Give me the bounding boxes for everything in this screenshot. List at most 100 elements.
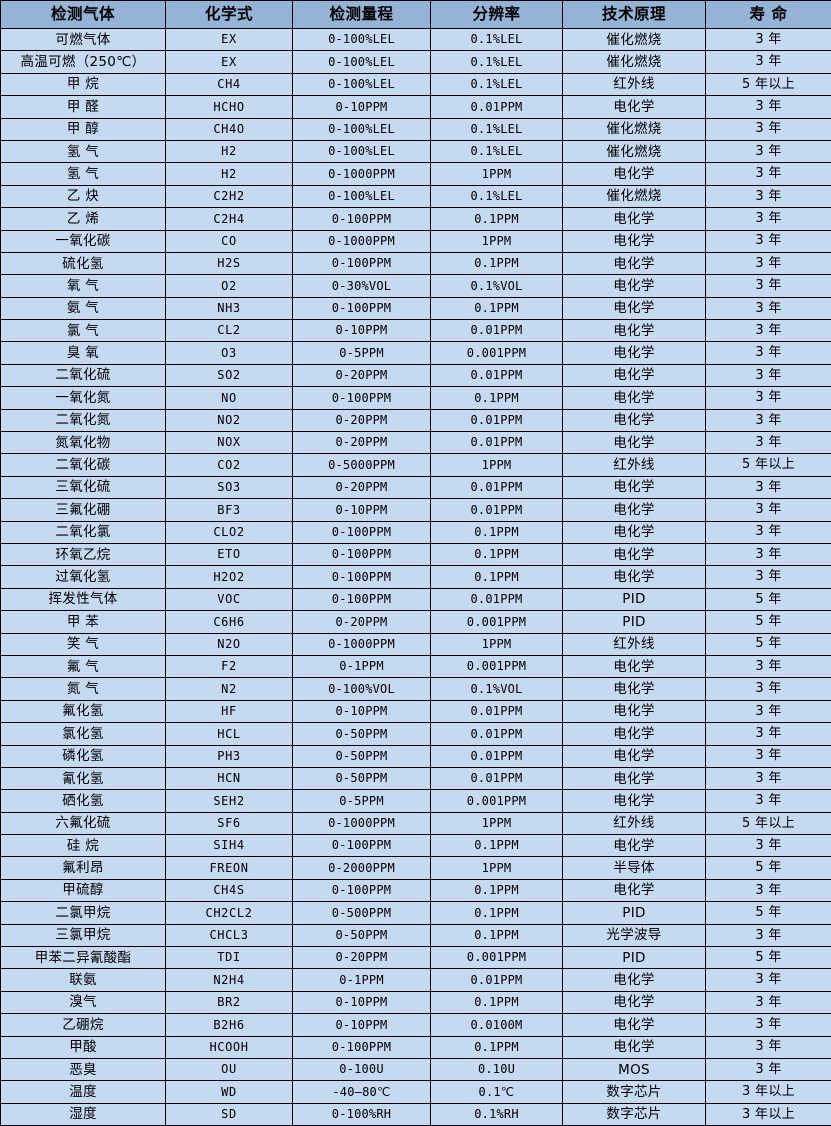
cell-form: SO2 bbox=[166, 364, 293, 386]
cell-tech: 电化学 bbox=[563, 991, 706, 1013]
cell-tech: PID bbox=[563, 588, 706, 610]
cell-form: EX bbox=[166, 51, 293, 73]
cell-tech: 电化学 bbox=[563, 342, 706, 364]
cell-range: 0-100PPM bbox=[293, 566, 431, 588]
cell-life: 3 年 bbox=[706, 723, 831, 745]
cell-form: NH3 bbox=[166, 297, 293, 319]
cell-form: SIH4 bbox=[166, 835, 293, 857]
cell-tech: 半导体 bbox=[563, 857, 706, 879]
cell-tech: 电化学 bbox=[563, 1036, 706, 1058]
cell-life: 3 年 bbox=[706, 208, 831, 230]
cell-gas: 氟 气 bbox=[1, 655, 166, 677]
cell-tech: 催化燃烧 bbox=[563, 185, 706, 207]
cell-res: 1PPM bbox=[431, 857, 563, 879]
cell-range: 0-10PPM bbox=[293, 991, 431, 1013]
cell-res: 0.1PPM bbox=[431, 252, 563, 274]
cell-res: 0.1PPM bbox=[431, 835, 563, 857]
cell-form: BF3 bbox=[166, 499, 293, 521]
column-header-gas: 检测气体 bbox=[1, 1, 166, 29]
cell-res: 0.1%VOL bbox=[431, 275, 563, 297]
cell-life: 3 年 bbox=[706, 320, 831, 342]
cell-tech: 电化学 bbox=[563, 723, 706, 745]
cell-life: 3 年 bbox=[706, 1036, 831, 1058]
cell-form: TDI bbox=[166, 947, 293, 969]
cell-range: 0-100%RH bbox=[293, 1103, 431, 1125]
header-row: 检测气体 化学式 检测量程 分辨率 技术原理 寿 命 bbox=[1, 1, 831, 29]
cell-tech: 电化学 bbox=[563, 275, 706, 297]
cell-res: 0.1%RH bbox=[431, 1103, 563, 1125]
cell-tech: 电化学 bbox=[563, 1014, 706, 1036]
cell-res: 0.1PPM bbox=[431, 902, 563, 924]
cell-range: 0-20PPM bbox=[293, 947, 431, 969]
cell-gas: 二氧化硫 bbox=[1, 364, 166, 386]
cell-res: 1PPM bbox=[431, 230, 563, 252]
cell-life: 3 年 bbox=[706, 543, 831, 565]
cell-tech: 红外线 bbox=[563, 812, 706, 834]
cell-form: B2H6 bbox=[166, 1014, 293, 1036]
cell-tech: 电化学 bbox=[563, 790, 706, 812]
cell-gas: 甲 醛 bbox=[1, 96, 166, 118]
cell-gas: 环氧乙烷 bbox=[1, 543, 166, 565]
cell-tech: 电化学 bbox=[563, 767, 706, 789]
cell-gas: 甲酸 bbox=[1, 1036, 166, 1058]
cell-gas: 氟化氢 bbox=[1, 700, 166, 722]
cell-res: 0.01PPM bbox=[431, 700, 563, 722]
cell-range: 0-100PPM bbox=[293, 588, 431, 610]
cell-form: NO2 bbox=[166, 409, 293, 431]
cell-gas: 高温可燃（250℃） bbox=[1, 51, 166, 73]
cell-life: 3 年 bbox=[706, 1058, 831, 1080]
cell-form: NOX bbox=[166, 432, 293, 454]
cell-life: 3 年 bbox=[706, 118, 831, 140]
cell-life: 5 年以上 bbox=[706, 454, 831, 476]
cell-res: 0.1%LEL bbox=[431, 185, 563, 207]
cell-range: 0-5PPM bbox=[293, 342, 431, 364]
cell-form: O3 bbox=[166, 342, 293, 364]
cell-form: CHCL3 bbox=[166, 924, 293, 946]
cell-res: 0.10U bbox=[431, 1058, 563, 1080]
cell-form: N2H4 bbox=[166, 969, 293, 991]
cell-life: 3 年 bbox=[706, 924, 831, 946]
cell-form: VOC bbox=[166, 588, 293, 610]
cell-range: 0-1000PPM bbox=[293, 230, 431, 252]
cell-res: 0.1PPM bbox=[431, 521, 563, 543]
cell-range: 0-50PPM bbox=[293, 723, 431, 745]
cell-life: 5 年 bbox=[706, 611, 831, 633]
cell-life: 3 年 bbox=[706, 969, 831, 991]
cell-res: 0.01PPM bbox=[431, 499, 563, 521]
cell-tech: 电化学 bbox=[563, 297, 706, 319]
cell-gas: 联氨 bbox=[1, 969, 166, 991]
cell-range: 0-100%LEL bbox=[293, 140, 431, 162]
cell-res: 0.1%LEL bbox=[431, 118, 563, 140]
cell-res: 0.01PPM bbox=[431, 767, 563, 789]
cell-gas: 氮 气 bbox=[1, 678, 166, 700]
cell-life: 5 年以上 bbox=[706, 812, 831, 834]
cell-life: 3 年 bbox=[706, 364, 831, 386]
cell-form: OU bbox=[166, 1058, 293, 1080]
cell-res: 0.01PPM bbox=[431, 96, 563, 118]
cell-range: 0-500PPM bbox=[293, 902, 431, 924]
table-header: 检测气体 化学式 检测量程 分辨率 技术原理 寿 命 bbox=[1, 1, 831, 29]
cell-res: 0.1PPM bbox=[431, 387, 563, 409]
cell-gas: 一氧化氮 bbox=[1, 387, 166, 409]
cell-life: 5 年 bbox=[706, 947, 831, 969]
cell-gas: 甲苯二异氰酸酯 bbox=[1, 947, 166, 969]
cell-gas: 过氧化氢 bbox=[1, 566, 166, 588]
column-header-lifespan: 寿 命 bbox=[706, 1, 831, 29]
cell-tech: 电化学 bbox=[563, 700, 706, 722]
cell-gas: 甲 醇 bbox=[1, 118, 166, 140]
